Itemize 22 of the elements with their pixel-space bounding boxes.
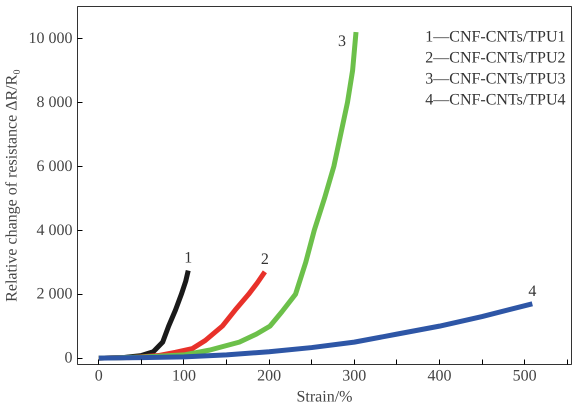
x-tick-label: 300	[342, 368, 366, 384]
x-axis-title: Strain/%	[296, 388, 353, 406]
x-tick-label: 400	[427, 368, 452, 384]
annotation: 3—CNF-CNTs/TPU3	[425, 70, 566, 88]
x-tick-label: 0	[94, 368, 103, 384]
series-label: 1	[184, 250, 192, 267]
y-tick-label: 8 000	[36, 94, 72, 111]
x-tick-label: 100	[172, 368, 196, 384]
y-tick-label: 0	[64, 350, 72, 367]
series-label: 4	[528, 282, 536, 300]
annotation: 1—CNF-CNTs/TPU1	[425, 28, 566, 46]
annotation: 4—CNF-CNTs/TPU4	[425, 92, 566, 108]
y-tick-label: 4 000	[36, 222, 72, 239]
y-tick-label: 2 000	[36, 286, 72, 303]
y-tick-label: 6 000	[36, 158, 72, 175]
x-tick-label: 200	[257, 368, 282, 384]
x-tick-label: 500	[512, 368, 537, 384]
y-tick-label: 10 000	[28, 30, 72, 47]
series-label: 3	[338, 33, 346, 50]
annotation: 2—CNF-CNTs/TPU2	[425, 50, 566, 66]
y-axis-title: Relative change of resistance ΔR/R₀	[4, 69, 20, 302]
series-label: 2	[260, 250, 269, 268]
